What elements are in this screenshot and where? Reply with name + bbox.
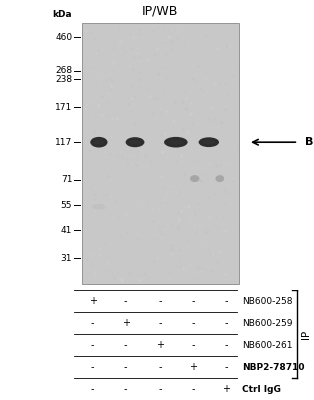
Text: -: -: [124, 362, 127, 372]
Text: -: -: [224, 318, 228, 328]
Text: IP: IP: [301, 329, 311, 339]
Text: Ctrl IgG: Ctrl IgG: [242, 384, 281, 394]
Text: 171: 171: [55, 103, 72, 112]
Text: kDa: kDa: [53, 10, 72, 19]
Ellipse shape: [169, 140, 183, 144]
Text: -: -: [91, 384, 95, 394]
Text: -: -: [224, 362, 228, 372]
Text: +: +: [189, 362, 197, 372]
Ellipse shape: [198, 137, 219, 147]
Text: NB600-259: NB600-259: [242, 318, 292, 328]
Text: -: -: [158, 296, 162, 306]
Text: NBP2-78710: NBP2-78710: [242, 362, 304, 372]
Text: -: -: [224, 296, 228, 306]
Text: +: +: [89, 296, 97, 306]
Bar: [82, 23, 239, 284]
Text: -: -: [191, 384, 195, 394]
Text: 117: 117: [55, 138, 72, 147]
Text: +: +: [222, 384, 230, 394]
Text: 460: 460: [55, 33, 72, 42]
Ellipse shape: [92, 204, 106, 210]
Text: -: -: [124, 296, 127, 306]
Text: -: -: [158, 362, 162, 372]
Text: NB600-258: NB600-258: [242, 296, 292, 306]
Text: -: -: [91, 340, 95, 350]
Text: -: -: [124, 384, 127, 394]
Ellipse shape: [94, 140, 104, 144]
Text: 31: 31: [61, 254, 72, 263]
Ellipse shape: [129, 140, 141, 144]
Text: 238: 238: [55, 75, 72, 84]
Text: -: -: [191, 296, 195, 306]
Text: -: -: [91, 362, 95, 372]
Text: 71: 71: [61, 176, 72, 184]
Ellipse shape: [190, 175, 199, 182]
Text: -: -: [224, 340, 228, 350]
Ellipse shape: [164, 137, 188, 148]
Text: +: +: [156, 340, 164, 350]
Text: NB600-261: NB600-261: [242, 340, 292, 350]
Text: -: -: [191, 318, 195, 328]
Text: -: -: [124, 340, 127, 350]
Ellipse shape: [215, 175, 224, 182]
Text: -: -: [191, 340, 195, 350]
Text: -: -: [158, 318, 162, 328]
Ellipse shape: [203, 140, 215, 144]
Text: IP/WB: IP/WB: [142, 5, 178, 18]
Text: Bcl11a: Bcl11a: [305, 137, 314, 147]
Text: 55: 55: [61, 201, 72, 210]
Text: -: -: [91, 318, 95, 328]
Text: -: -: [158, 384, 162, 394]
Text: 41: 41: [61, 226, 72, 235]
Ellipse shape: [126, 137, 144, 147]
Ellipse shape: [90, 137, 108, 148]
Text: +: +: [122, 318, 130, 328]
Text: 268: 268: [55, 66, 72, 75]
